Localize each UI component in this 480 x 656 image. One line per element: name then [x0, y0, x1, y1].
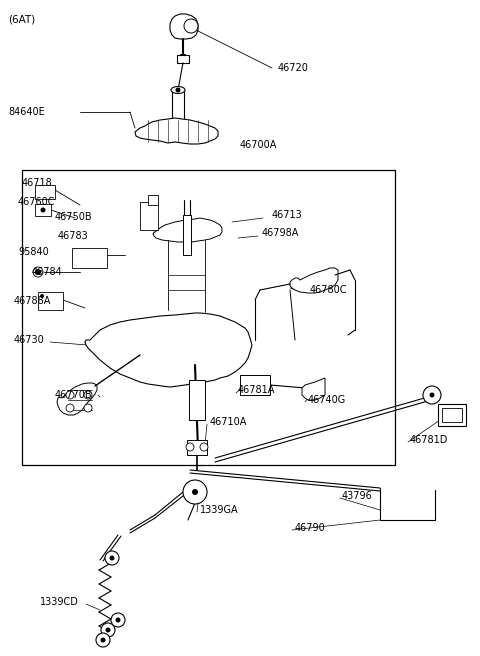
Text: 46783: 46783	[58, 231, 89, 241]
Circle shape	[33, 267, 43, 277]
Bar	[38, 292, 63, 310]
Bar	[183, 215, 191, 255]
Text: 46700A: 46700A	[240, 140, 277, 150]
Circle shape	[184, 19, 198, 33]
Circle shape	[84, 404, 92, 412]
Text: 95840: 95840	[18, 247, 49, 257]
Circle shape	[116, 617, 120, 623]
Bar	[35, 185, 55, 199]
Circle shape	[430, 392, 434, 398]
Bar	[72, 248, 107, 268]
Bar	[35, 204, 51, 216]
Text: 46788A: 46788A	[14, 296, 51, 306]
Text: 46781D: 46781D	[410, 435, 448, 445]
Circle shape	[66, 404, 74, 412]
Polygon shape	[302, 378, 325, 400]
Text: 46740G: 46740G	[308, 395, 346, 405]
Text: 46781A: 46781A	[238, 385, 276, 395]
Polygon shape	[170, 14, 198, 39]
Circle shape	[96, 633, 110, 647]
Text: 46770B: 46770B	[55, 390, 93, 400]
Polygon shape	[153, 218, 222, 242]
Text: (6AT): (6AT)	[8, 14, 35, 24]
Bar	[148, 195, 158, 205]
Circle shape	[200, 443, 208, 451]
Text: 46750B: 46750B	[55, 212, 93, 222]
Text: 46710A: 46710A	[210, 417, 247, 427]
Text: 46790: 46790	[295, 523, 326, 533]
Text: 46760C: 46760C	[18, 197, 56, 207]
Text: 46713: 46713	[272, 210, 303, 220]
Text: 1339CD: 1339CD	[40, 597, 79, 607]
Circle shape	[40, 294, 44, 298]
Circle shape	[186, 443, 194, 451]
Bar	[187, 440, 207, 455]
Text: 84640E: 84640E	[8, 107, 45, 117]
Circle shape	[100, 638, 106, 642]
Bar	[140, 202, 158, 230]
Circle shape	[106, 628, 110, 632]
Polygon shape	[57, 383, 97, 415]
Circle shape	[84, 391, 92, 399]
Circle shape	[109, 556, 115, 560]
Bar	[189, 380, 205, 420]
Text: 46718: 46718	[22, 178, 53, 188]
Text: 46780C: 46780C	[310, 285, 348, 295]
Bar	[442, 408, 462, 422]
Circle shape	[111, 613, 125, 627]
Bar	[240, 375, 270, 395]
Ellipse shape	[171, 87, 185, 94]
Circle shape	[192, 489, 198, 495]
Circle shape	[101, 623, 115, 637]
Polygon shape	[135, 118, 218, 144]
Text: 43796: 43796	[342, 491, 373, 501]
Text: 46784: 46784	[32, 267, 63, 277]
Text: 46730: 46730	[14, 335, 45, 345]
Bar	[438, 404, 466, 426]
Text: 1339GA: 1339GA	[200, 505, 239, 515]
Circle shape	[183, 480, 207, 504]
Circle shape	[66, 391, 74, 399]
Text: 46720: 46720	[278, 63, 309, 73]
Polygon shape	[85, 313, 252, 387]
Circle shape	[40, 207, 46, 213]
Bar	[177, 55, 189, 63]
Circle shape	[176, 87, 180, 92]
Circle shape	[105, 551, 119, 565]
Circle shape	[423, 386, 441, 404]
Bar	[22, 170, 395, 465]
Text: 46798A: 46798A	[262, 228, 300, 238]
Polygon shape	[290, 268, 338, 293]
Circle shape	[35, 269, 41, 275]
